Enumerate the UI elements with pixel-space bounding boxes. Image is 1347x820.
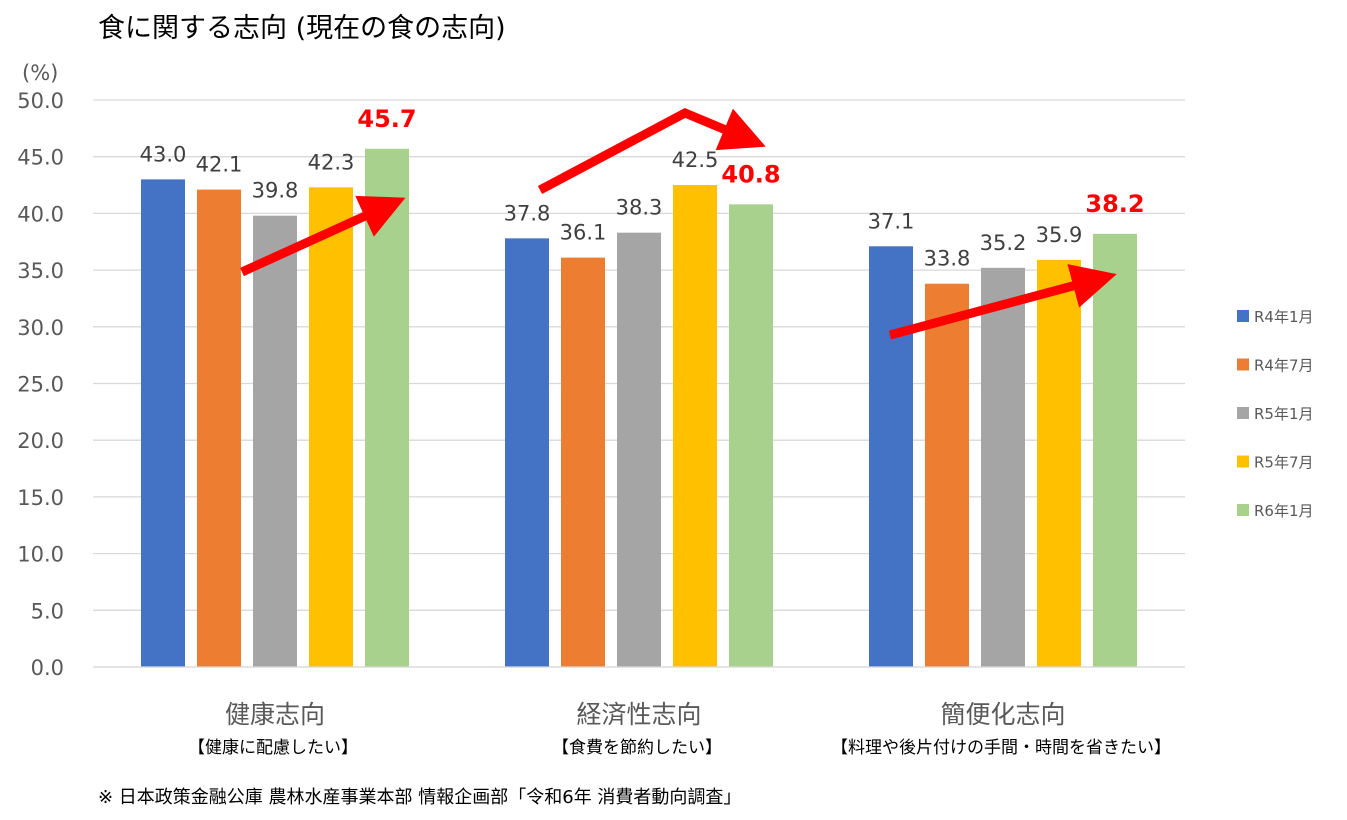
bar: [365, 148, 409, 668]
legend-label: R5年1月: [1254, 405, 1314, 423]
bar: [729, 204, 773, 667]
legend-swatch: [1237, 504, 1249, 516]
data-label: 45.7: [357, 105, 416, 133]
bar: [925, 283, 969, 667]
legend-label: R4年7月: [1254, 357, 1314, 375]
trend-arrows: [240, 108, 1117, 340]
category-labels: 健康志向【健康に配慮したい】 経済性志向【食費を節約したい】 簡便化志向【料理や後片…: [188, 700, 1171, 758]
source-note: ※ 日本政策金融公庫 農林水産事業本部 情報企画部「令和6年 消費者動向調査」: [98, 787, 741, 808]
legend-swatch: [1237, 310, 1249, 322]
bar: [617, 232, 661, 668]
category-label: 健康志向: [225, 700, 325, 729]
bar: [1093, 233, 1137, 667]
bar: [197, 189, 241, 667]
data-label: 37.8: [504, 201, 551, 225]
bar: [981, 267, 1025, 667]
y-tick-label: 35.0: [17, 259, 64, 283]
bar: [673, 185, 717, 668]
data-label: 35.2: [980, 231, 1027, 255]
y-axis-unit: (%): [22, 61, 58, 85]
category-subtitle: 【食費を節約したい】: [552, 738, 722, 758]
y-tick-label: 10.0: [17, 543, 64, 567]
legend-label: R6年1月: [1254, 502, 1314, 520]
bar: [141, 179, 185, 667]
data-label: 42.3: [308, 150, 355, 174]
bars: [93, 148, 1185, 668]
bar: [869, 246, 913, 667]
data-label: 40.8: [721, 160, 780, 188]
bar: [505, 238, 549, 667]
trend-arrow-convenience: [888, 264, 1117, 340]
data-label: 35.9: [1036, 223, 1083, 247]
bar: [253, 215, 297, 667]
data-label: 36.1: [560, 221, 607, 245]
category-subtitle: 【料理や後片付けの手間・時間を省きたい】: [831, 738, 1171, 758]
category-label: 簡便化志向: [940, 700, 1065, 729]
data-labels: 43.0 42.1 39.8 42.345.7 37.8 36.1 38.3 42.540.8…: [140, 105, 1145, 271]
trend-arrow-economy: [537, 108, 766, 194]
bar: [309, 187, 353, 667]
y-tick-label: 20.0: [17, 429, 64, 453]
data-label: 33.8: [924, 247, 971, 271]
category-subtitle: 【健康に配慮したい】: [188, 738, 358, 758]
data-label: 42.5: [672, 148, 719, 172]
bar: [561, 257, 605, 667]
legend-swatch: [1237, 407, 1249, 419]
legend-swatch: [1237, 358, 1249, 371]
y-tick-label: 45.0: [17, 146, 64, 170]
y-tick-label: 5.0: [31, 599, 64, 623]
y-tick-label: 30.0: [17, 316, 64, 340]
y-tick-label: 15.0: [17, 486, 64, 510]
data-label: 38.3: [616, 196, 663, 220]
chart-title: 食に関する志向 (現在の食の志向): [98, 13, 506, 44]
category-label: 経済性志向: [576, 700, 701, 729]
legend-label: R5年7月: [1254, 454, 1314, 472]
data-label: 37.1: [868, 209, 915, 233]
y-tick-label: 50.0: [17, 89, 64, 113]
legend-label: R4年1月: [1254, 308, 1314, 326]
data-label: 42.1: [196, 153, 243, 177]
trend-arrow-health: [240, 195, 406, 277]
y-tick-label: 25.0: [17, 373, 64, 397]
legend-swatch: [1237, 455, 1249, 468]
y-tick-label: 0.0: [31, 656, 64, 680]
data-label: 43.0: [140, 142, 187, 166]
y-tick-label: 40.0: [17, 202, 64, 226]
data-label: 39.8: [252, 179, 299, 203]
data-label: 38.2: [1085, 190, 1144, 218]
legend: R4年1月 R4年7月 R5年1月 R5年7月 R6年1月: [1237, 308, 1314, 520]
bar: [1037, 259, 1081, 667]
